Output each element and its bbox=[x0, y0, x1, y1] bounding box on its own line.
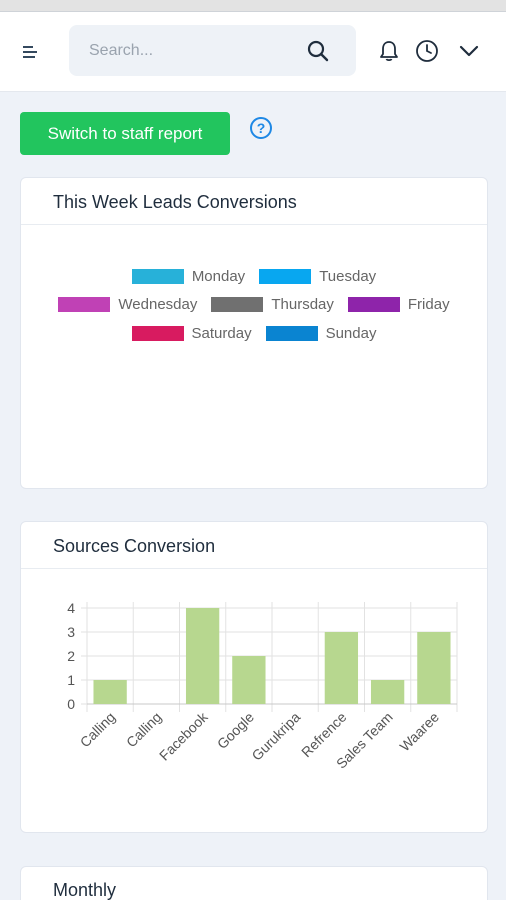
x-tick-label: Facebook bbox=[156, 708, 211, 763]
top-strip bbox=[0, 0, 506, 12]
legend-swatch bbox=[265, 326, 318, 341]
legend-row: Monday Tuesday bbox=[21, 268, 487, 285]
legend-swatch bbox=[131, 326, 184, 341]
legend-row: Saturday Sunday bbox=[21, 325, 487, 342]
legend-swatch bbox=[347, 297, 400, 312]
leads-card-title: This Week Leads Conversions bbox=[53, 192, 297, 212]
search-icon[interactable] bbox=[306, 39, 330, 63]
bar bbox=[417, 632, 451, 704]
switch-to-staff-report-button[interactable]: Switch to staff report bbox=[20, 112, 230, 155]
legend-swatch bbox=[259, 269, 312, 284]
legend-swatch bbox=[131, 269, 184, 284]
y-tick-label: 0 bbox=[67, 696, 75, 712]
legend-item-thursday[interactable]: Thursday bbox=[211, 296, 334, 313]
legend-label: Saturday bbox=[191, 325, 252, 342]
leads-conversion-card: This Week Leads Conversions Monday Tuesd… bbox=[20, 177, 488, 489]
x-tick-label: Waaree bbox=[396, 709, 442, 755]
legend-label: Thursday bbox=[271, 296, 334, 313]
search-box bbox=[69, 25, 356, 76]
monthly-card: Monthly bbox=[20, 866, 488, 900]
legend-label: Friday bbox=[407, 296, 450, 313]
legend-row: Wednesday Thursday Friday bbox=[21, 296, 487, 313]
question-circle-icon[interactable]: ? bbox=[249, 116, 273, 140]
x-tick-label: Calling bbox=[123, 709, 165, 751]
sources-conversion-card: Sources Conversion 0 1 2 3 4 Calling Calling Fa… bbox=[20, 521, 488, 833]
legend-swatch bbox=[211, 297, 264, 312]
search-input[interactable] bbox=[89, 25, 299, 76]
bar bbox=[232, 656, 266, 704]
legend-item-friday[interactable]: Friday bbox=[347, 296, 450, 313]
clock-icon[interactable] bbox=[414, 38, 440, 64]
card-divider bbox=[21, 224, 487, 225]
legend-label: Sunday bbox=[325, 325, 377, 342]
legend-item-monday[interactable]: Monday bbox=[131, 268, 246, 285]
y-tick-label: 4 bbox=[67, 600, 75, 616]
monthly-card-title: Monthly bbox=[53, 880, 117, 900]
legend-swatch bbox=[58, 297, 111, 312]
bar bbox=[93, 680, 127, 704]
legend-label: Wednesday bbox=[118, 296, 198, 313]
x-tick-label: Gurukripa bbox=[248, 709, 303, 764]
svg-text:?: ? bbox=[257, 120, 266, 136]
legend-item-saturday[interactable]: Saturday bbox=[131, 325, 252, 342]
top-header bbox=[0, 12, 506, 92]
x-tick-label: Google bbox=[214, 709, 257, 752]
legend-item-wednesday[interactable]: Wednesday bbox=[58, 296, 197, 313]
chevron-down-icon[interactable] bbox=[456, 38, 482, 64]
y-tick-label: 2 bbox=[67, 648, 75, 664]
legend-item-sunday[interactable]: Sunday bbox=[265, 325, 377, 342]
legend-item-tuesday[interactable]: Tuesday bbox=[259, 268, 376, 285]
x-tick-label: Calling bbox=[77, 709, 119, 751]
bar bbox=[185, 608, 220, 704]
legend-label: Monday bbox=[191, 268, 246, 285]
bar bbox=[324, 632, 359, 704]
card-divider bbox=[21, 568, 487, 569]
y-tick-label: 3 bbox=[67, 624, 75, 640]
bell-icon[interactable] bbox=[376, 38, 402, 64]
legend-label: Tuesday bbox=[319, 268, 377, 285]
bar bbox=[370, 680, 405, 704]
menu-icon[interactable] bbox=[20, 42, 40, 62]
sources-card-title: Sources Conversion bbox=[53, 536, 216, 556]
y-tick-label: 1 bbox=[67, 672, 75, 688]
